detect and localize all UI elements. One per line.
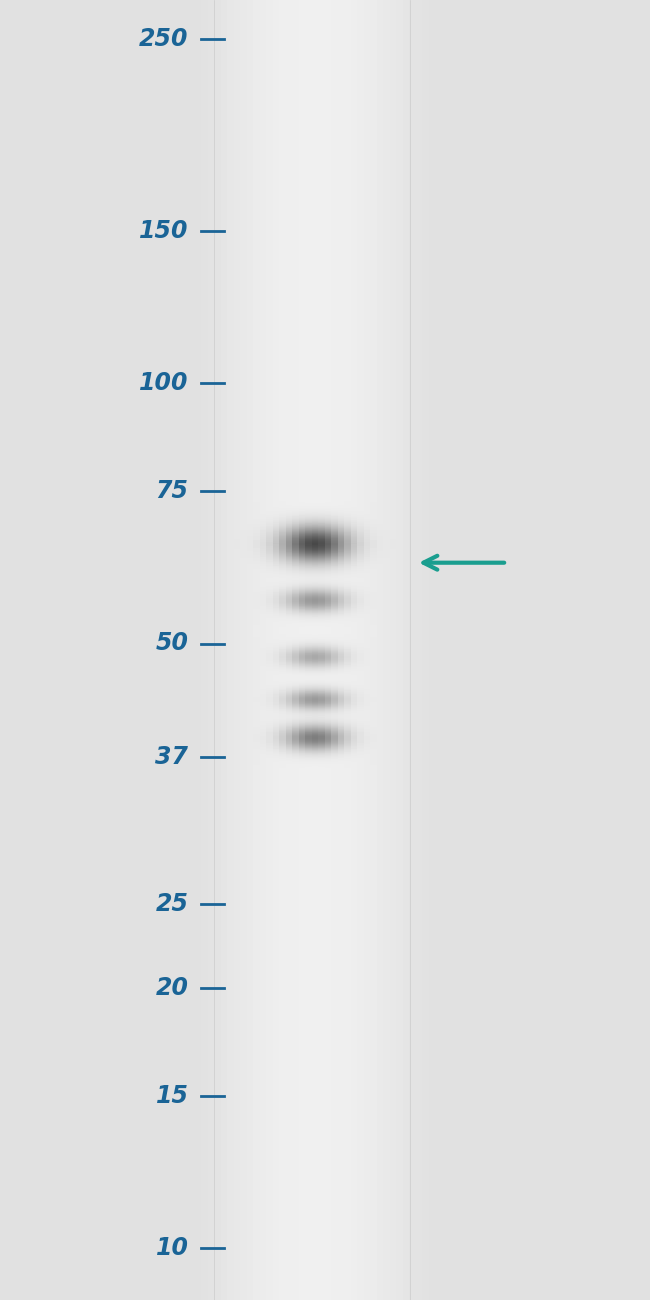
Text: 150: 150 [139, 218, 188, 243]
Text: 20: 20 [155, 976, 188, 1000]
Text: 37: 37 [155, 745, 188, 768]
Text: 250: 250 [139, 27, 188, 51]
Text: 15: 15 [155, 1084, 188, 1108]
Text: 25: 25 [155, 892, 188, 915]
Text: 10: 10 [155, 1236, 188, 1260]
Text: 75: 75 [155, 480, 188, 503]
Text: 50: 50 [155, 632, 188, 655]
Text: 100: 100 [139, 372, 188, 395]
